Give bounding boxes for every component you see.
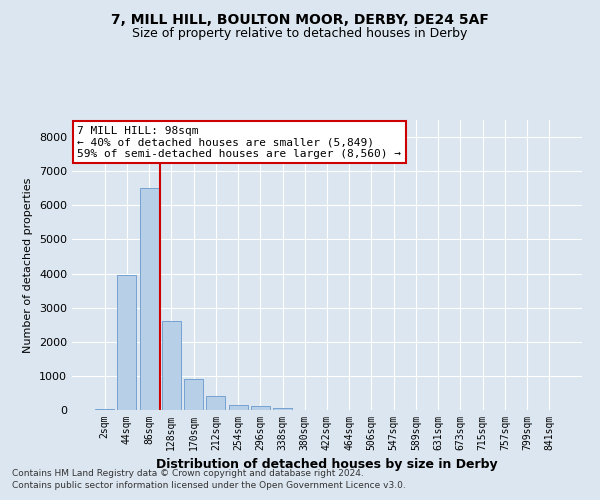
Text: 7, MILL HILL, BOULTON MOOR, DERBY, DE24 5AF: 7, MILL HILL, BOULTON MOOR, DERBY, DE24 …: [111, 12, 489, 26]
Text: Contains HM Land Registry data © Crown copyright and database right 2024.: Contains HM Land Registry data © Crown c…: [12, 468, 364, 477]
Text: Size of property relative to detached houses in Derby: Size of property relative to detached ho…: [133, 28, 467, 40]
Bar: [184, 380, 203, 410]
Bar: [273, 408, 292, 410]
Bar: [118, 275, 136, 410]
Bar: [206, 396, 225, 410]
Bar: [140, 188, 158, 410]
Bar: [251, 406, 270, 410]
Bar: [162, 322, 181, 410]
Text: 7 MILL HILL: 98sqm
← 40% of detached houses are smaller (5,849)
59% of semi-deta: 7 MILL HILL: 98sqm ← 40% of detached hou…: [77, 126, 401, 159]
Text: Contains public sector information licensed under the Open Government Licence v3: Contains public sector information licen…: [12, 481, 406, 490]
Y-axis label: Number of detached properties: Number of detached properties: [23, 178, 34, 352]
Bar: [95, 409, 114, 410]
Bar: [229, 405, 248, 410]
X-axis label: Distribution of detached houses by size in Derby: Distribution of detached houses by size …: [156, 458, 498, 471]
